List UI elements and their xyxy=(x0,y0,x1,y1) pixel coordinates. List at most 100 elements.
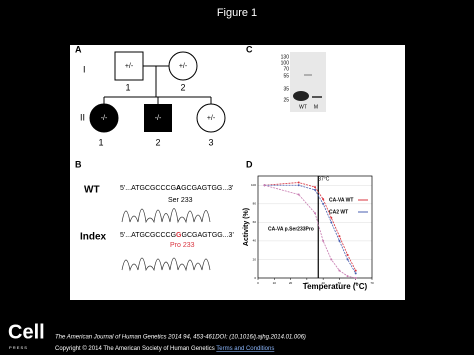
point xyxy=(330,221,333,224)
individual-number: 1 xyxy=(125,82,130,92)
seq-part: 5'...ATGCGCCCG xyxy=(120,185,176,192)
row-label: WT xyxy=(84,185,100,196)
y-tick-label: 0 xyxy=(254,276,256,280)
y-axis-title: Activity (%) xyxy=(243,208,250,246)
point xyxy=(346,253,349,256)
trace xyxy=(121,208,211,224)
y-tick-label: 100 xyxy=(251,183,256,187)
lane-label: WT xyxy=(299,104,307,110)
x-axis-title: Temperature (°C) xyxy=(303,282,368,291)
genotype: +/- xyxy=(207,115,216,122)
male-carrier xyxy=(114,51,144,81)
male-affected xyxy=(144,104,172,132)
annotation: CA-VA p.Ser233Pro xyxy=(268,226,314,232)
point xyxy=(263,184,266,187)
panel-label: A xyxy=(75,44,82,54)
marker-label: 35 xyxy=(283,86,289,92)
point xyxy=(354,277,357,279)
point xyxy=(330,216,333,219)
pedigree-lines xyxy=(103,65,212,104)
x-tick-label: 30 xyxy=(305,281,309,285)
y-tick-label: 80 xyxy=(253,202,257,206)
point xyxy=(330,258,333,261)
point xyxy=(346,258,349,261)
row-label: Index xyxy=(80,232,107,243)
series-line xyxy=(264,184,357,274)
x-tick-label: 60 xyxy=(354,281,358,285)
logo-sub: P R E S S xyxy=(9,345,27,350)
x-tick-label: 0 xyxy=(257,281,259,285)
female-affected xyxy=(89,103,119,133)
generation-label: I xyxy=(83,64,86,74)
residue-label: Ser 233 xyxy=(168,197,193,204)
sequence: 5'...ATGCGCCCGGGCGAGTGG...3' xyxy=(120,232,234,239)
point xyxy=(322,239,325,242)
copyright: Copyright © 2014 The American Society of… xyxy=(55,345,274,352)
point xyxy=(314,212,316,215)
seq-part: A xyxy=(176,185,181,192)
point xyxy=(338,269,341,272)
marker-labels: 130 100 70 55 35 25 WT M xyxy=(281,54,318,110)
series-line xyxy=(264,184,356,279)
annotation: 37°C xyxy=(318,176,330,182)
genotype: +/- xyxy=(125,63,134,70)
point xyxy=(354,272,357,275)
panel-label: C xyxy=(246,44,253,54)
seq-part: G xyxy=(176,232,182,239)
point xyxy=(338,235,341,238)
x-tick-label: 10 xyxy=(273,281,277,285)
pedigree-text: +/- +/- 1 2 -/- -/- +/- 1 2 3 xyxy=(98,63,215,148)
marker-label: 25 xyxy=(283,97,289,103)
point xyxy=(354,269,357,272)
citation: The American Journal of Human Genetics 2… xyxy=(55,335,306,341)
trace xyxy=(121,257,211,272)
residue-label: Pro 233 xyxy=(170,242,195,249)
y-tick-label: 20 xyxy=(253,257,257,261)
sequence: 5'...ATGCGCCCGAGCGAGTGG...3' xyxy=(120,185,233,192)
terms-link[interactable]: Terms and Conditions xyxy=(216,346,274,352)
plot-frame xyxy=(257,175,373,279)
panel-label: D xyxy=(246,159,253,169)
copyright-text: Copyright © 2014 The American Society of… xyxy=(55,345,215,352)
individual-number: 1 xyxy=(98,137,103,147)
gel-image xyxy=(290,52,326,112)
series-line xyxy=(264,182,357,271)
activity-chart: 0 20 40 60 80 100 0 10 20 30 40 50 60 70 37°C CA-VA p.S… xyxy=(251,175,374,285)
individual-number: 3 xyxy=(208,137,213,147)
lane-label: M xyxy=(314,104,318,110)
seq-part: 5'...ATGCGCCCG xyxy=(120,232,176,239)
female-carrier xyxy=(196,103,226,133)
point xyxy=(297,193,300,196)
marker-label: 100 xyxy=(281,60,290,66)
x-tick-label: 20 xyxy=(289,281,293,285)
x-tick-label: 50 xyxy=(338,281,342,285)
point xyxy=(297,184,300,187)
point xyxy=(297,181,300,184)
x-tick-label: 70 xyxy=(370,281,374,285)
legend-label: CA2 WT xyxy=(329,209,348,215)
seq-part: GCGAGTGG...3' xyxy=(181,185,233,192)
point xyxy=(346,275,349,278)
marker-label: 55 xyxy=(283,73,289,79)
marker-label: 130 xyxy=(281,54,290,60)
figure-title: Figure 1 xyxy=(217,7,257,19)
seq-part: GCGAGTGG...3' xyxy=(182,232,234,239)
genotype: -/- xyxy=(155,115,162,122)
genotype: +/- xyxy=(179,63,188,70)
panel-label: B xyxy=(75,159,82,169)
point xyxy=(314,186,316,189)
x-tick-label: 40 xyxy=(321,281,325,285)
individual-number: 2 xyxy=(180,82,185,92)
individual-number: 2 xyxy=(155,137,160,147)
logo: Cell xyxy=(8,321,45,343)
figure-panel xyxy=(70,45,405,300)
y-tick-label: 40 xyxy=(253,239,257,243)
y-tick-label: 60 xyxy=(253,220,257,224)
point xyxy=(338,239,341,242)
legend-label: CA-VA WT xyxy=(329,197,353,203)
point xyxy=(322,202,325,205)
generation-label: II xyxy=(80,112,85,122)
genotype: -/- xyxy=(101,115,108,122)
